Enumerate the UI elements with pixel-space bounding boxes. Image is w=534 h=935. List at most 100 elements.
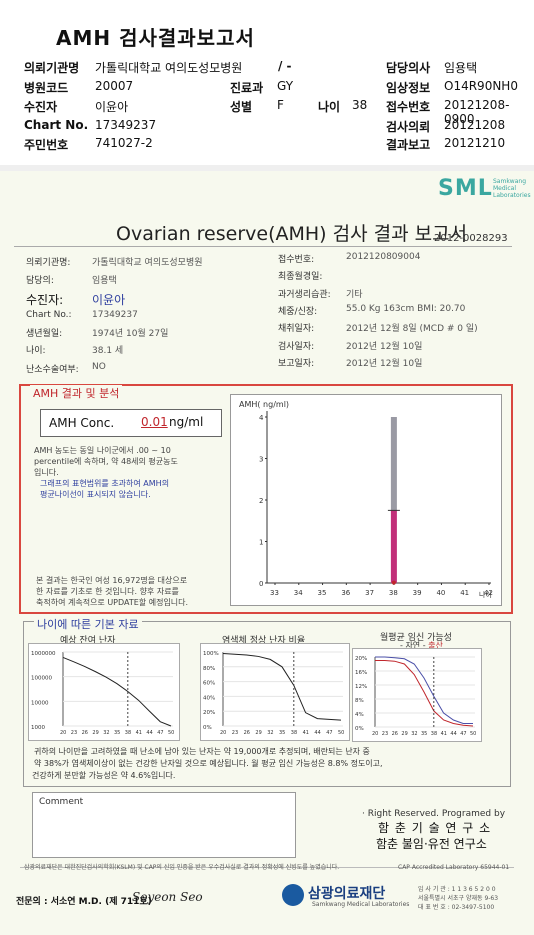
mini-xtick-label: 41 xyxy=(303,730,309,736)
summary-line: 약 38%가 염색체이상이 없는 건강한 난자일 것으로 예상됩니다. 월 평균… xyxy=(34,759,383,768)
mini-xtick-label: 26 xyxy=(392,731,398,737)
header-label: 주민번호 xyxy=(24,138,69,152)
header-value: 20007 xyxy=(95,79,134,93)
field-label: 나이: xyxy=(26,346,46,356)
mini-ytick-label: 100000 xyxy=(31,676,52,682)
header-label: 진료과 xyxy=(230,81,264,95)
mini-xtick-label: 29 xyxy=(401,731,407,737)
field-label: 생년월일: xyxy=(26,329,63,339)
field-value: 38.1 세 xyxy=(92,346,124,356)
field-label: 접수번호: xyxy=(278,255,315,265)
header-label: 접수번호 xyxy=(386,100,431,114)
header-value: 20121208 xyxy=(444,118,506,132)
basic-data-box xyxy=(23,621,511,787)
mini-series-line xyxy=(222,652,342,721)
header-label: / - xyxy=(278,59,292,73)
mini-ytick-label: 10000 xyxy=(31,700,49,706)
comment-label: Comment xyxy=(39,797,84,807)
amh-xtick-label: 36 xyxy=(341,589,350,597)
programmed-by: · Right Reserved. Programed by xyxy=(362,809,506,819)
mini-ytick-label: 80% xyxy=(203,666,215,672)
field-label: Chart No.: xyxy=(26,310,72,320)
header-label: 수진자 xyxy=(24,100,58,114)
doctor-name: 전문의 : 서소연 M.D. (제 711호) xyxy=(16,897,152,907)
mini-ytick-label: 0% xyxy=(355,726,364,732)
mini-xtick-label: 20 xyxy=(372,731,378,737)
field-label: 검사일자: xyxy=(278,342,315,352)
mini-xtick-label: 35 xyxy=(279,730,285,736)
mini-series-line xyxy=(375,660,474,727)
mini-xtick-label: 44 xyxy=(146,730,152,736)
normal-egg-chart: 100% 80% 60% 40% 20% 0% 20 23 26 29 32 35 38 41 44 47 50 xyxy=(200,643,350,741)
amh-ytick-label: 0 xyxy=(259,580,263,588)
amh-percentile-lower xyxy=(390,510,397,583)
amh-note-line: 축적하여 계속적으로 UPDATE할 예정입니다. xyxy=(36,598,189,607)
footer-line xyxy=(20,867,514,868)
mini-xtick-label: 35 xyxy=(114,730,120,736)
mini-ytick-label: 40% xyxy=(203,695,215,701)
mini-ytick-label: 8% xyxy=(355,698,364,704)
amh-xtick-label: 41 xyxy=(460,589,469,597)
report-number: 2012-0028293 xyxy=(434,233,508,244)
amh-ytick-label: 2 xyxy=(259,497,263,505)
amh-ylabel: AMH( ng/ml) xyxy=(239,400,289,409)
header-value: 38 xyxy=(352,98,368,112)
header-value: F xyxy=(277,98,284,112)
mini-xtick-label: 50 xyxy=(168,730,174,736)
header-label: 담당의사 xyxy=(386,61,431,75)
field-value: 기타 xyxy=(346,290,363,300)
field-value: 2012120809004 xyxy=(346,252,421,262)
mini-xtick-label: 44 xyxy=(450,731,456,737)
contact-line: 대 표 번 호 : 02-3497-5100 xyxy=(418,904,495,911)
amh-result-box xyxy=(19,384,513,614)
basic-section-title: 나이에 따른 기본 자료 xyxy=(34,616,142,632)
report-title: AMH 검사결과보고서 xyxy=(56,26,255,50)
amh-value-point xyxy=(391,580,396,585)
amh-note-line: 한 자료를 기초로 한 것입니다. 향후 자료를 xyxy=(36,587,179,596)
header-label: 결과보고 xyxy=(386,138,431,152)
header-value: 17349237 xyxy=(95,118,157,132)
legend-birth: 출산 xyxy=(428,641,443,650)
header-value: GY xyxy=(277,79,294,93)
header-label: 병원코드 xyxy=(24,81,69,95)
field-value: 이윤아 xyxy=(92,293,126,307)
mini-xtick-label: 50 xyxy=(338,730,344,736)
field-value: 가톨릭대학교 여의도성모병원 xyxy=(92,258,203,268)
mini-xtick-label: 29 xyxy=(92,730,98,736)
mini-xtick-label: 50 xyxy=(470,731,476,737)
title-underline xyxy=(14,246,512,247)
foundation-name: 삼광의료재단 xyxy=(308,886,386,902)
amh-conc-unit: ng/ml xyxy=(169,415,204,429)
amh-xlabel: 나이 xyxy=(479,590,492,599)
mini-xtick-label: 32 xyxy=(267,730,273,736)
field-value: 임용택 xyxy=(92,276,117,286)
sml-logo-sub: Samkwang Medical Laboratories xyxy=(493,178,531,199)
mini-xtick-label: 47 xyxy=(326,730,332,736)
header-value: O14R90NH0 xyxy=(444,79,518,93)
mini-ytick-label: 20% xyxy=(355,656,367,662)
amh-desc-line: percentile에 속하며, 약 48세의 평균농도 xyxy=(34,457,178,466)
mini-xtick-label: 38 xyxy=(431,731,437,737)
header-label: 검사의뢰 xyxy=(386,120,431,134)
header-value: 20121208-0900 xyxy=(444,98,510,126)
header-label: Chart No. xyxy=(24,118,89,132)
disclaimer: 삼광의료재단은 대한진단검사의학회(KSLM) 및 CAP의 신임 인증을 받은… xyxy=(24,864,340,871)
field-label: 과거생리습관: xyxy=(278,290,331,300)
mini-xtick-label: 23 xyxy=(71,730,77,736)
eggs-chart: 1000000 100000 10000 1000 20 23 26 29 32 35 38 41 44… xyxy=(28,643,180,741)
amh-ytick-label: 3 xyxy=(259,456,263,464)
header-value: 임용택 xyxy=(444,61,478,75)
pregnancy-legend: - 자연 - 출산 xyxy=(400,641,443,650)
summary-line: 귀하의 나이만을 고려하였을 때 난소에 남아 있는 난자는 약 19,000개… xyxy=(34,747,370,756)
mini-xtick-label: 47 xyxy=(157,730,163,736)
divider xyxy=(0,165,534,171)
amh-section-title: AMH 결과 및 분석 xyxy=(30,385,123,401)
header-label: 나이 xyxy=(318,100,341,114)
pregnancy-chart: 20% 16% 12% 8% 4% 0% 20 23 26 29 32 35 38 41 44 47 50 xyxy=(352,648,482,742)
mini-xtick-label: 38 xyxy=(125,730,131,736)
mini-xtick-label: 35 xyxy=(421,731,427,737)
institute-name: 함 춘 기 술 연 구 소 xyxy=(378,821,492,835)
mini-ytick-label: 1000000 xyxy=(31,651,56,657)
amh-desc-line: 그래프의 표현범위를 초과하여 AMH의 xyxy=(40,479,170,488)
